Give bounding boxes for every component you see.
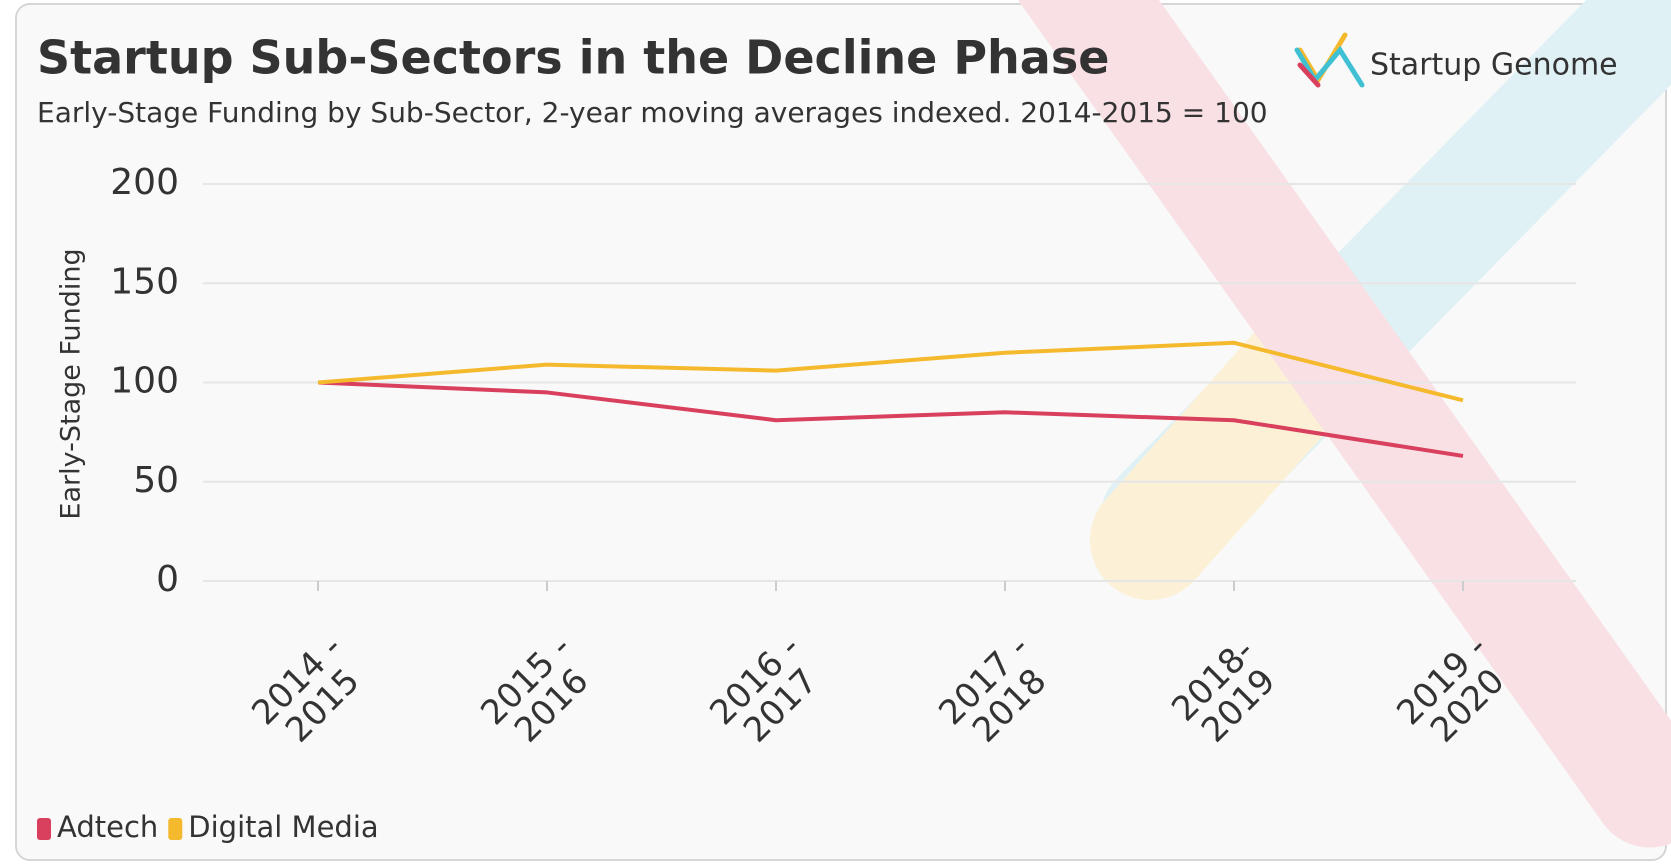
legend-swatch <box>168 818 183 840</box>
y-tick-label: 150 <box>110 261 179 302</box>
y-tick-label: 0 <box>156 559 179 600</box>
legend-label: Digital Media <box>188 810 378 844</box>
stripe-yellow <box>1090 300 1370 600</box>
y-axis-label: Early-Stage Funding <box>56 248 87 519</box>
legend-label: Adtech <box>57 810 158 844</box>
logo-stroke <box>1294 45 1365 88</box>
logo-icon <box>1294 32 1365 88</box>
series-line <box>317 340 1464 403</box>
y-tick-label: 100 <box>110 361 179 402</box>
logo-text: Startup Genome <box>1370 48 1618 83</box>
logo-stroke <box>1297 62 1321 88</box>
legend-swatch <box>37 818 51 840</box>
chart-title: Startup Sub-Sectors in the Decline Phase <box>37 31 1109 85</box>
chart-subtitle: Early-Stage Funding by Sub-Sector, 2-yea… <box>37 96 1268 129</box>
series-line <box>317 380 1464 458</box>
y-tick-label: 200 <box>110 162 179 203</box>
y-tick-label: 50 <box>133 460 179 501</box>
